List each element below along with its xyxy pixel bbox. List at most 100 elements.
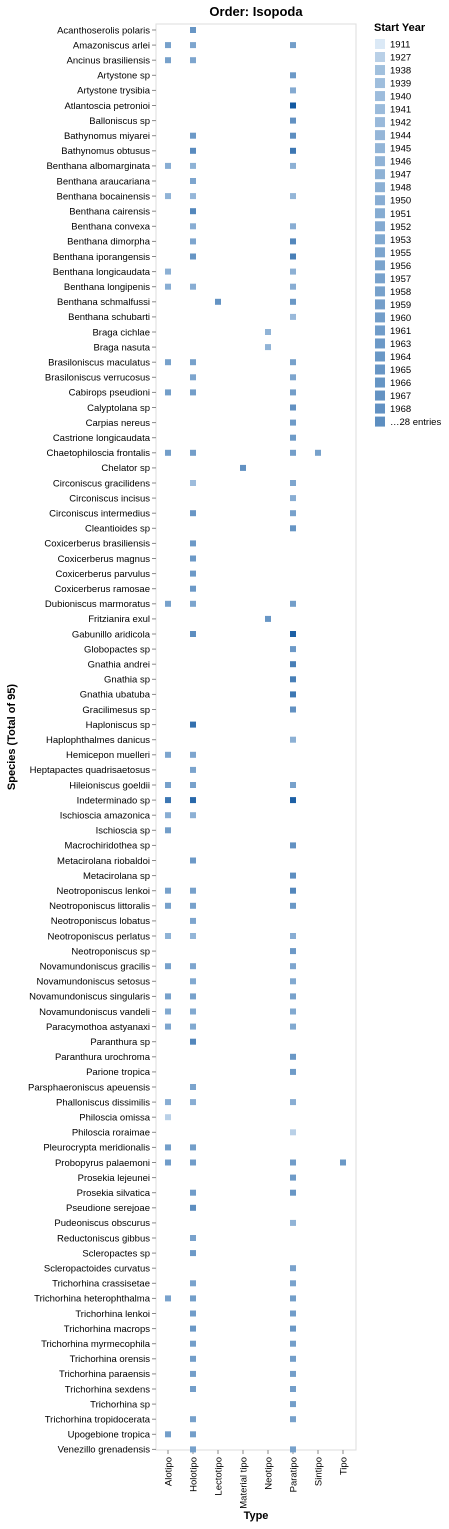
- y-tick-label: Paracymothoa astyanaxi: [46, 1022, 150, 1033]
- data-point: [165, 1144, 171, 1151]
- data-point: [290, 1280, 296, 1287]
- data-point: [190, 1204, 196, 1211]
- data-point: [290, 887, 296, 894]
- data-point: [290, 117, 296, 124]
- data-point: [290, 1265, 296, 1272]
- legend-swatch: [375, 403, 385, 414]
- y-tick-label: Scleropactes sp: [82, 1248, 150, 1259]
- y-tick-label: Trichorhina crassisetae: [52, 1279, 150, 1290]
- legend-swatch: [375, 130, 385, 141]
- legend-label: 1966: [390, 378, 411, 389]
- data-point: [190, 1189, 196, 1196]
- x-tick-label: Paratipo: [289, 1457, 300, 1492]
- data-point: [290, 1355, 296, 1362]
- data-point: [190, 1416, 196, 1423]
- data-point: [190, 857, 196, 864]
- legend-label: 1927: [390, 53, 411, 64]
- legend-swatch: [375, 416, 385, 427]
- y-tick-label: Parione tropica: [86, 1067, 151, 1078]
- data-point: [190, 253, 196, 260]
- data-point: [165, 797, 171, 804]
- data-point: [290, 1310, 296, 1317]
- y-tick-label: Atlantoscia petronioi: [64, 101, 150, 112]
- legend-swatch: [375, 338, 385, 349]
- data-point: [165, 1023, 171, 1030]
- y-tick-label: Haploniscus sp: [86, 720, 150, 731]
- data-point: [290, 510, 296, 517]
- data-point: [290, 404, 296, 411]
- data-point: [190, 178, 196, 184]
- data-point: [290, 1189, 296, 1196]
- x-axis: Alotipo Holotipo Lectotipo Material tipo Neo…: [164, 1450, 350, 1509]
- data-point: [165, 827, 171, 834]
- legend-label: 1940: [390, 92, 411, 103]
- y-tick-label: Brasiloniscus verrucosus: [45, 373, 150, 384]
- y-tick-label: Coxicerberus parvulus: [55, 569, 150, 580]
- y-tick-label: Pleurocrypta meridionalis: [43, 1143, 150, 1154]
- y-tick-label: Benthana iporangensis: [53, 252, 150, 263]
- y-tick-label: Fritzianira exul: [88, 614, 150, 625]
- y-tick-label: Benthana cairensis: [69, 207, 150, 218]
- data-point: [165, 389, 171, 396]
- data-point: [290, 193, 296, 200]
- y-tick-label: Braga cichlae: [92, 327, 150, 338]
- data-point: [190, 812, 196, 819]
- data-point: [290, 978, 296, 985]
- data-point: [290, 147, 296, 154]
- y-tick-label: Braga nasuta: [93, 342, 150, 353]
- data-point: [190, 374, 196, 381]
- y-tick-label: Benthana longicaudata: [53, 267, 151, 278]
- data-point: [190, 1280, 196, 1287]
- data-point: [290, 1174, 296, 1181]
- data-point: [190, 1355, 196, 1362]
- legend-swatch: [375, 273, 385, 284]
- y-tick-label: Metacirolana sp: [83, 871, 150, 882]
- x-tick-label: Holotipo: [189, 1457, 200, 1492]
- data-point: [190, 57, 196, 64]
- data-point: [165, 887, 171, 894]
- data-point: [165, 600, 171, 607]
- data-point: [165, 193, 171, 200]
- data-point: [290, 480, 296, 486]
- legend-swatch: [375, 156, 385, 167]
- x-tick-label: Material tipo: [239, 1457, 250, 1509]
- data-point: [290, 419, 296, 426]
- data-point: [190, 449, 196, 456]
- y-tick-label: Ischioscia amazonica: [60, 811, 151, 822]
- data-point: [290, 374, 296, 381]
- y-tick-label: Trichorhina sp: [90, 1399, 150, 1410]
- data-point: [190, 902, 196, 909]
- data-point: [165, 268, 171, 275]
- data-point: [190, 510, 196, 517]
- y-tick-label: Phalloniscus dissimilis: [56, 1097, 150, 1108]
- legend-label: 1960: [390, 313, 411, 324]
- data-point: [190, 147, 196, 154]
- data-point: [290, 238, 296, 245]
- data-point: [165, 57, 171, 64]
- data-point: [265, 615, 271, 622]
- legend-swatch: [375, 104, 385, 115]
- data-point: [165, 1295, 171, 1302]
- legend-label: 1945: [390, 144, 411, 155]
- y-tick-label: Neotroponiscus lenkoi: [57, 886, 150, 897]
- data-point: [190, 1340, 196, 1347]
- data-point: [190, 917, 196, 924]
- data-point: [290, 1008, 296, 1015]
- data-point: [290, 283, 296, 290]
- data-point: [165, 963, 171, 970]
- data-point: [190, 1084, 196, 1090]
- y-tick-label: Parsphaeroniscus apeuensis: [28, 1082, 150, 1093]
- legend-swatch: [375, 286, 385, 297]
- y-tick-label: Heptapactes quadrisaetosus: [30, 765, 151, 776]
- data-point: [290, 1370, 296, 1377]
- data-point: [190, 933, 196, 939]
- data-point: [190, 540, 196, 547]
- legend-swatch: [375, 182, 385, 193]
- chart-title: Order: Isopoda: [209, 4, 303, 19]
- y-tick-label: Trichorhina tropidocerata: [45, 1415, 151, 1426]
- y-tick-label: Trichorhina lenkoi: [75, 1309, 150, 1320]
- x-tick-label: Tipo: [339, 1457, 350, 1475]
- data-point: [165, 993, 171, 1000]
- data-point: [190, 1431, 196, 1438]
- data-point: [290, 389, 296, 396]
